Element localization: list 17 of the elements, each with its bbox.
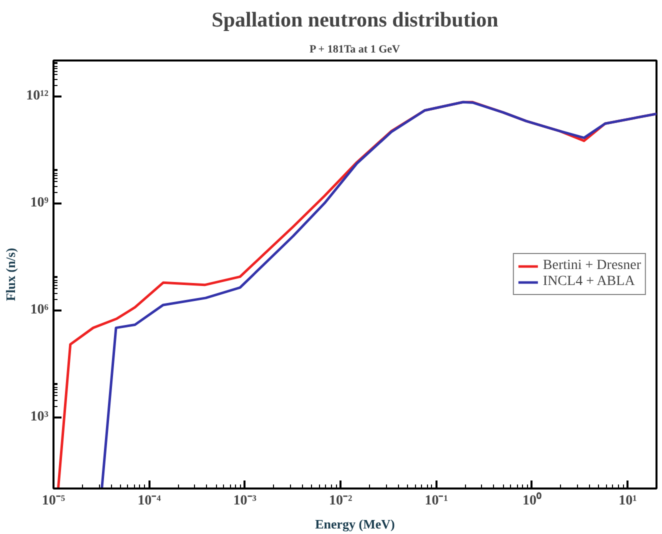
x-tick-label: 10⁻⁴ [138,494,162,508]
legend-label: Bertini + Dresner [542,258,641,274]
chart-title: Spallation neutrons distribution [212,8,499,32]
legend-label: INCL4 + ABLA [542,274,635,290]
y-tick-label: 10³ [30,410,49,425]
x-tick-label: 10⁻² [328,494,352,508]
chart-subtitle: P + 181Ta at 1 GeV [309,44,400,56]
y-tick-label: 10⁹ [30,196,49,211]
y-tick-label: 10¹² [26,88,49,104]
x-tick-label: 10⁻¹ [424,494,448,508]
x-tick-label: 10⁻⁵ [42,494,66,508]
y-axis-title: Flux (n/s) [3,248,18,302]
x-tick-label: 10¹ [618,494,637,508]
y-tick-label: 10⁶ [30,302,49,318]
x-tick-label: 10⁰ [522,492,542,508]
x-axis-title: Energy (MeV) [315,516,395,532]
x-tick-label: 10⁻³ [233,494,256,508]
